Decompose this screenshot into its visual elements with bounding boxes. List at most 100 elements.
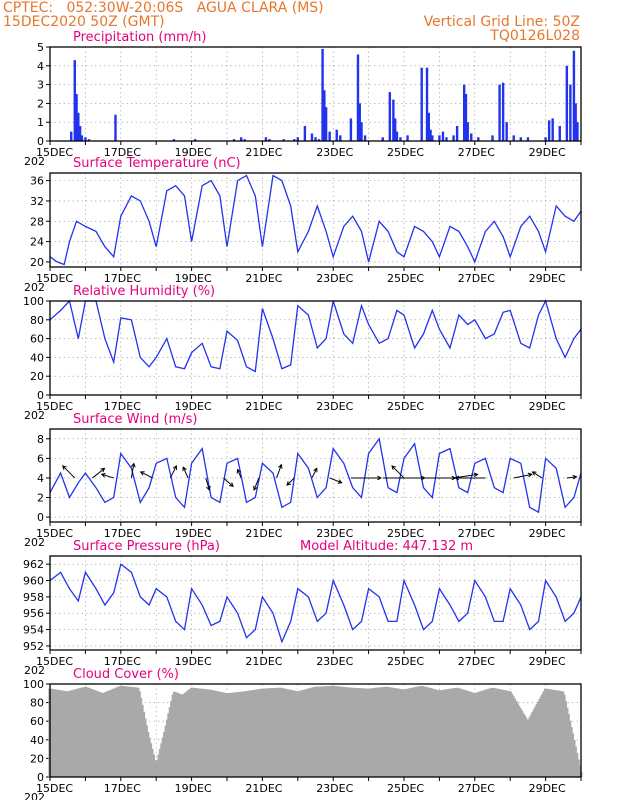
x-tick-label: 27DEC bbox=[458, 146, 495, 159]
wind-arrow-shaft bbox=[140, 471, 153, 479]
panel-1-bar bbox=[406, 135, 409, 141]
x-tick-label: 23DEC bbox=[316, 400, 353, 413]
panel-1-bar bbox=[544, 137, 547, 141]
wind-arrow-shaft bbox=[311, 468, 318, 479]
panel-1-bar bbox=[441, 131, 445, 141]
panel-1-bar bbox=[388, 92, 392, 141]
panel-1-bar bbox=[420, 67, 423, 141]
wind-arrow-head bbox=[236, 468, 242, 474]
y-tick-label: 6 bbox=[37, 452, 44, 465]
y-tick-label: 952 bbox=[23, 640, 44, 653]
wind-arrow-shaft bbox=[253, 477, 260, 491]
panel-1-bar bbox=[429, 129, 432, 141]
panel-1-bar bbox=[73, 60, 76, 141]
panel-1-bar bbox=[427, 112, 430, 141]
panel-1-bar bbox=[569, 84, 572, 141]
wind-arrow-shaft bbox=[286, 477, 295, 486]
y-tick-label: 956 bbox=[23, 607, 44, 620]
y-tick-label: 1 bbox=[37, 116, 44, 129]
x-year-fragment: 202 bbox=[24, 791, 45, 800]
header-line3-right: TQ0126L028 bbox=[490, 28, 580, 44]
wind-arrow-shaft bbox=[532, 471, 543, 479]
panel-1-bar bbox=[464, 94, 468, 141]
panel-1-bar bbox=[512, 135, 515, 141]
y-tick-label: 0 bbox=[37, 511, 44, 524]
panel-1-bar bbox=[558, 125, 561, 141]
y-tick-label: 20 bbox=[30, 752, 44, 765]
y-tick-label: 4 bbox=[37, 60, 44, 73]
x-tick-label: 17DEC bbox=[104, 782, 141, 795]
y-tick-label: 24 bbox=[30, 236, 44, 249]
wind-arrow-shaft bbox=[169, 465, 177, 479]
panel-1-bar bbox=[574, 103, 577, 141]
x-tick-label: 25DEC bbox=[387, 527, 424, 540]
header-line2-right: Vertical Grid Line: 50Z bbox=[423, 14, 580, 30]
panel-1-bar bbox=[78, 125, 82, 141]
panel-1-bar bbox=[75, 94, 78, 141]
panel-3-frame bbox=[49, 300, 582, 396]
panel-1-bar bbox=[462, 84, 466, 141]
panel-1-bar bbox=[498, 84, 501, 141]
panel-1-bar bbox=[381, 137, 384, 141]
x-tick-label: 27DEC bbox=[458, 400, 495, 413]
panel-1-bar bbox=[314, 137, 317, 141]
wind-arrow-head bbox=[286, 481, 292, 486]
x-tick-label: 29DEC bbox=[529, 655, 566, 668]
y-tick-label: 100 bbox=[23, 678, 44, 691]
panel-1-bar bbox=[268, 139, 271, 141]
wind-arrow-head bbox=[130, 462, 136, 468]
panel-4-frame bbox=[49, 428, 582, 523]
panel-1-bar bbox=[360, 122, 363, 141]
x-tick-label: 25DEC bbox=[387, 146, 424, 159]
x-tick-label: 19DEC bbox=[175, 146, 212, 159]
panel-1-bar bbox=[339, 135, 342, 141]
panel-1-bar bbox=[70, 131, 73, 141]
wind-arrow-shaft bbox=[205, 477, 210, 491]
wind-arrow-shaft bbox=[391, 465, 405, 479]
x-tick-label: 27DEC bbox=[458, 527, 495, 540]
y-tick-label: 40 bbox=[30, 351, 44, 364]
panel-1-bar bbox=[576, 122, 579, 141]
y-tick-label: 100 bbox=[23, 295, 44, 308]
panel-1-bar bbox=[77, 112, 80, 141]
x-tick-label: 15DEC bbox=[36, 527, 73, 540]
wind-arrow-head bbox=[313, 467, 318, 473]
panel-6-title: Cloud Cover (%) bbox=[73, 667, 179, 682]
x-tick-label: 29DEC bbox=[529, 782, 566, 795]
y-tick-label: 2 bbox=[37, 492, 44, 505]
panel-1-bar bbox=[356, 54, 360, 141]
wind-arrow-head bbox=[172, 465, 178, 470]
x-tick-label: 21DEC bbox=[245, 527, 282, 540]
panel-1-bar bbox=[264, 137, 268, 141]
panel-1-bar bbox=[324, 107, 328, 141]
x-tick-label: 29DEC bbox=[529, 527, 566, 540]
x-tick-label: 29DEC bbox=[529, 272, 566, 285]
wind-arrow-shaft bbox=[566, 476, 577, 479]
x-year-fragment: 202 bbox=[24, 281, 45, 294]
panel-1-bar bbox=[328, 131, 331, 141]
wind-arrow-head bbox=[62, 465, 67, 470]
x-tick-label: 21DEC bbox=[245, 782, 282, 795]
panel-1-bar bbox=[114, 114, 117, 141]
panel-1-bar bbox=[547, 120, 551, 141]
x-tick-label: 23DEC bbox=[316, 146, 353, 159]
panel-1-bar bbox=[317, 139, 321, 141]
panel-1-bar bbox=[565, 65, 569, 141]
panel-1-bar bbox=[526, 137, 530, 141]
panel-1-bar bbox=[80, 135, 84, 141]
x-year-fragment: 202 bbox=[24, 664, 45, 677]
wind-arrow-shaft bbox=[513, 473, 532, 479]
x-tick-label: 15DEC bbox=[36, 782, 73, 795]
panel-3-series-line bbox=[49, 299, 582, 373]
panel-5-series-line bbox=[49, 563, 582, 644]
wind-arrow-head bbox=[206, 485, 211, 491]
wind-arrow-shaft bbox=[62, 465, 76, 479]
panel-1-bar bbox=[399, 137, 402, 141]
panel-6-frame bbox=[49, 683, 582, 778]
x-tick-label: 19DEC bbox=[175, 655, 212, 668]
panel-1-bar bbox=[172, 139, 176, 141]
x-tick-label: 27DEC bbox=[458, 272, 495, 285]
y-tick-label: 0 bbox=[37, 771, 44, 784]
wind-arrow-head bbox=[473, 472, 479, 478]
x-tick-label: 19DEC bbox=[175, 400, 212, 413]
